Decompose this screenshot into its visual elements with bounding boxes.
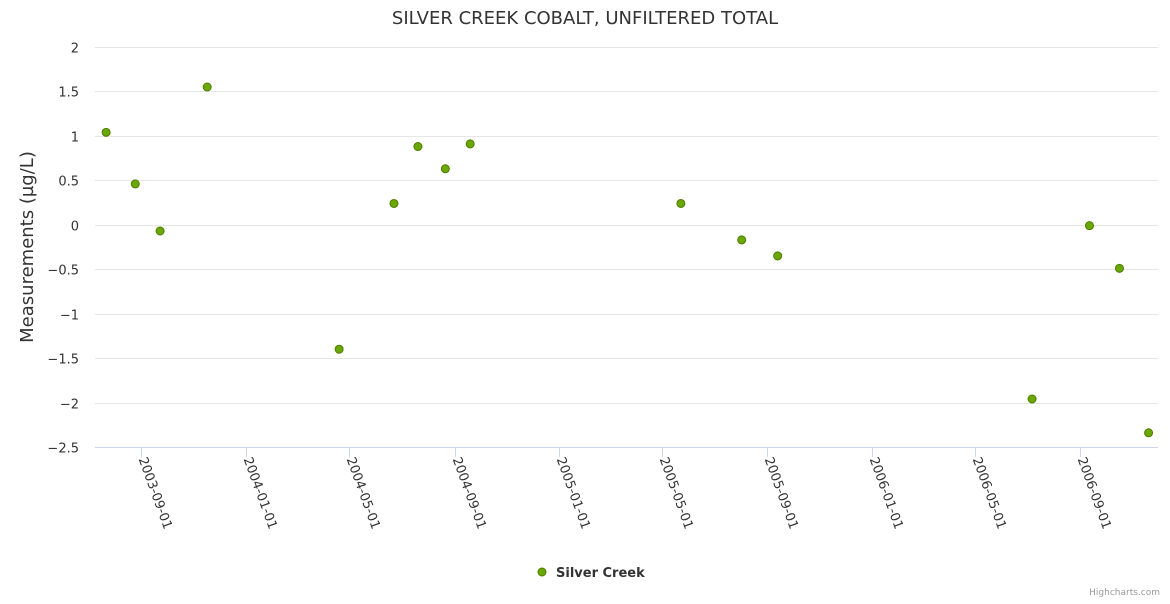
data-point[interactable]: [440, 164, 450, 174]
data-point[interactable]: [155, 226, 165, 236]
y-tick-label: −2: [60, 398, 79, 413]
x-tick-label: 2004-09-01: [449, 455, 489, 531]
y-axis-label: Measurements (µg/L): [17, 151, 38, 343]
legend-label[interactable]: Silver Creek: [556, 566, 645, 581]
data-point[interactable]: [202, 82, 212, 92]
y-tick-label: 0: [71, 220, 79, 235]
x-tick-label: 2005-01-01: [553, 455, 593, 531]
x-tick-label: 2003-09-01: [135, 455, 175, 531]
y-tick-label: 0.5: [58, 175, 79, 190]
chart-title: SILVER CREEK COBALT, UNFILTERED TOTAL: [392, 8, 778, 29]
data-point[interactable]: [389, 198, 399, 208]
data-point[interactable]: [413, 142, 423, 152]
legend-marker: [537, 567, 547, 577]
y-tick-label: −1.5: [47, 353, 79, 368]
y-tick-label: −1: [60, 309, 79, 324]
data-point[interactable]: [130, 179, 140, 189]
gridlines: [95, 47, 1158, 448]
y-tick-label: 1: [71, 131, 79, 146]
data-point[interactable]: [101, 127, 111, 137]
x-tick-label: 2005-09-01: [761, 455, 801, 531]
x-tick-label: 2005-05-01: [656, 455, 696, 531]
x-tick-label: 2006-09-01: [1074, 455, 1114, 531]
data-point[interactable]: [1084, 221, 1094, 231]
x-tick-label: 2004-05-01: [343, 455, 383, 531]
y-tick-label: 2: [71, 42, 79, 57]
credits-link[interactable]: Highcharts.com: [1089, 588, 1160, 598]
x-tick-label: 2006-01-01: [866, 455, 906, 531]
legend-item-silver-creek[interactable]: Silver Creek: [537, 566, 645, 581]
data-point[interactable]: [676, 198, 686, 208]
data-point[interactable]: [1027, 394, 1037, 404]
data-point[interactable]: [465, 139, 475, 149]
series-silver-creek[interactable]: [101, 82, 1154, 438]
y-tick-label: −0.5: [47, 264, 79, 279]
x-axis-ticks: 2003-09-01 2004-01-01 2004-05-01 2004-09-01…: [135, 447, 1114, 531]
y-tick-label: −2.5: [47, 442, 79, 457]
x-tick-label: 2004-01-01: [240, 455, 280, 531]
data-point[interactable]: [1144, 428, 1154, 438]
y-tick-label: 1.5: [58, 86, 79, 101]
y-axis-ticks: 2 1.5 1 0.5 0 −0.5 −1 −1.5 −2 −2.5: [47, 42, 79, 457]
data-point[interactable]: [737, 235, 747, 245]
x-tick-label: 2006-05-01: [969, 455, 1009, 531]
data-point[interactable]: [1114, 263, 1124, 273]
data-point[interactable]: [334, 344, 344, 354]
data-point[interactable]: [773, 251, 783, 261]
